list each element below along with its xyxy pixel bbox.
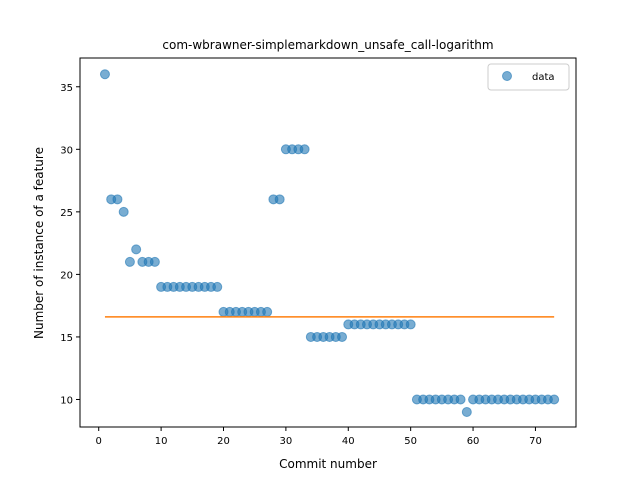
data-point <box>405 319 416 330</box>
y-tick-label: 25 <box>60 208 73 219</box>
y-tick-label: 15 <box>60 333 73 344</box>
y-tick-label: 10 <box>60 395 73 406</box>
x-axis: 0 10 20 30 40 50 60 70 <box>96 427 542 447</box>
data-point <box>549 394 560 405</box>
data-point <box>461 406 472 417</box>
x-tick-label: 50 <box>404 436 417 447</box>
plot-frame <box>79 57 577 428</box>
y-axis-label: Number of instance of a feature <box>32 147 46 339</box>
data-point <box>337 331 348 342</box>
x-tick-label: 40 <box>342 436 355 447</box>
legend-label: data <box>532 72 555 83</box>
data-point <box>274 194 285 205</box>
data-point <box>299 144 310 155</box>
data-point <box>455 394 466 405</box>
x-tick-label: 60 <box>467 436 480 447</box>
legend-marker <box>502 71 512 81</box>
x-tick-label: 0 <box>96 436 102 447</box>
data-point <box>262 306 273 317</box>
y-tick-label: 20 <box>60 270 73 281</box>
y-tick-label: 30 <box>60 145 73 156</box>
x-tick-label: 70 <box>529 436 542 447</box>
data-point <box>99 69 110 80</box>
x-axis-label: Commit number <box>279 457 377 471</box>
data-point <box>118 206 129 217</box>
plot-area <box>99 69 560 417</box>
data-point <box>131 244 142 255</box>
x-tick-label: 20 <box>217 436 230 447</box>
x-tick-label: 30 <box>280 436 293 447</box>
data-point <box>149 256 160 267</box>
y-tick-label: 35 <box>60 83 73 94</box>
data-point <box>124 256 135 267</box>
chart-title: com-wbrawner-simplemarkdown_unsafe_call-… <box>162 38 493 52</box>
y-axis: 10 15 20 25 30 35 <box>60 83 80 406</box>
data-point <box>112 194 123 205</box>
legend-box <box>487 63 570 91</box>
data-point <box>212 281 223 292</box>
legend: data <box>487 63 570 91</box>
x-tick-label: 10 <box>155 436 168 447</box>
